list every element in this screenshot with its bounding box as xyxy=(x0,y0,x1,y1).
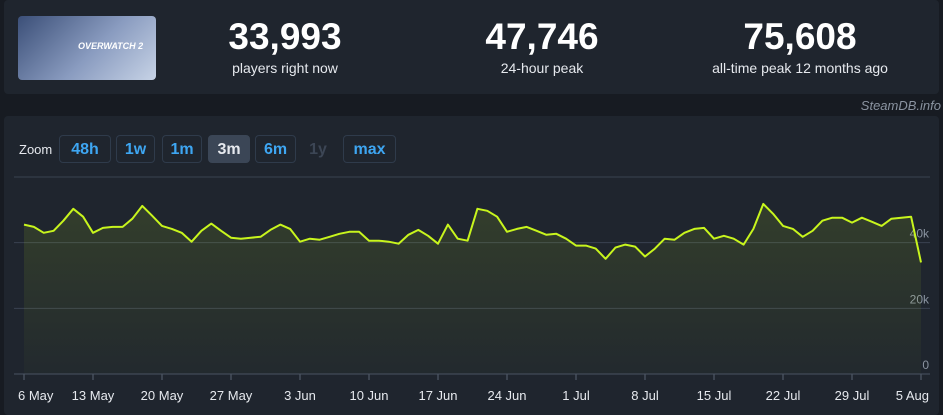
stat-value: 75,608 xyxy=(743,16,857,57)
zoom-button[interactable]: 1w xyxy=(116,135,155,163)
stat-label: players right now xyxy=(232,60,338,76)
zoom-button[interactable]: 3m xyxy=(208,135,250,163)
x-tick-label: 10 Jun xyxy=(349,388,388,403)
zoom-button[interactable]: max xyxy=(343,135,396,163)
zoom-label: Zoom xyxy=(19,142,53,157)
game-logo: OVERWATCH 2 xyxy=(78,41,144,51)
x-tick-label: 6 May xyxy=(18,388,54,403)
x-tick-label: 15 Jul xyxy=(697,388,732,403)
stat: 47,746 24-hour peak xyxy=(422,16,662,76)
x-tick-label: 3 Jun xyxy=(284,388,316,403)
stat-label: all-time peak 12 months ago xyxy=(712,60,888,76)
stat-value: 47,746 xyxy=(485,16,599,57)
stat-label: 24-hour peak xyxy=(500,60,584,76)
stat: 75,608 all-time peak 12 months ago xyxy=(680,16,920,76)
x-tick-label: 1 Jul xyxy=(562,388,590,403)
stat-value: 33,993 xyxy=(228,16,342,57)
x-tick-label: 8 Jul xyxy=(631,388,659,403)
x-tick-label: 27 May xyxy=(210,388,253,403)
stat: 33,993 players right now xyxy=(165,16,405,76)
zoom-button[interactable]: 48h xyxy=(59,135,111,163)
x-tick-label: 29 Jul xyxy=(835,388,870,403)
line-area xyxy=(24,203,921,374)
x-tick-label: 22 Jul xyxy=(766,388,801,403)
x-tick-label: 13 May xyxy=(72,388,115,403)
line xyxy=(23,202,922,263)
x-tick-label: 17 Jun xyxy=(418,388,457,403)
source[interactable]: SteamDB.info xyxy=(860,98,941,113)
x-tick-label: 5 Aug xyxy=(896,388,929,403)
zoom-button: 1y xyxy=(309,141,327,158)
zoom-button[interactable]: 6m xyxy=(255,135,296,163)
stats-panel xyxy=(4,0,939,94)
x-tick-label: 24 Jun xyxy=(487,388,526,403)
y-tick-label: 0 xyxy=(922,358,929,372)
x-tick-label: 20 May xyxy=(141,388,184,403)
zoom-button[interactable]: 1m xyxy=(162,135,202,163)
game-image[interactable]: OVERWATCH 2 xyxy=(18,16,156,80)
